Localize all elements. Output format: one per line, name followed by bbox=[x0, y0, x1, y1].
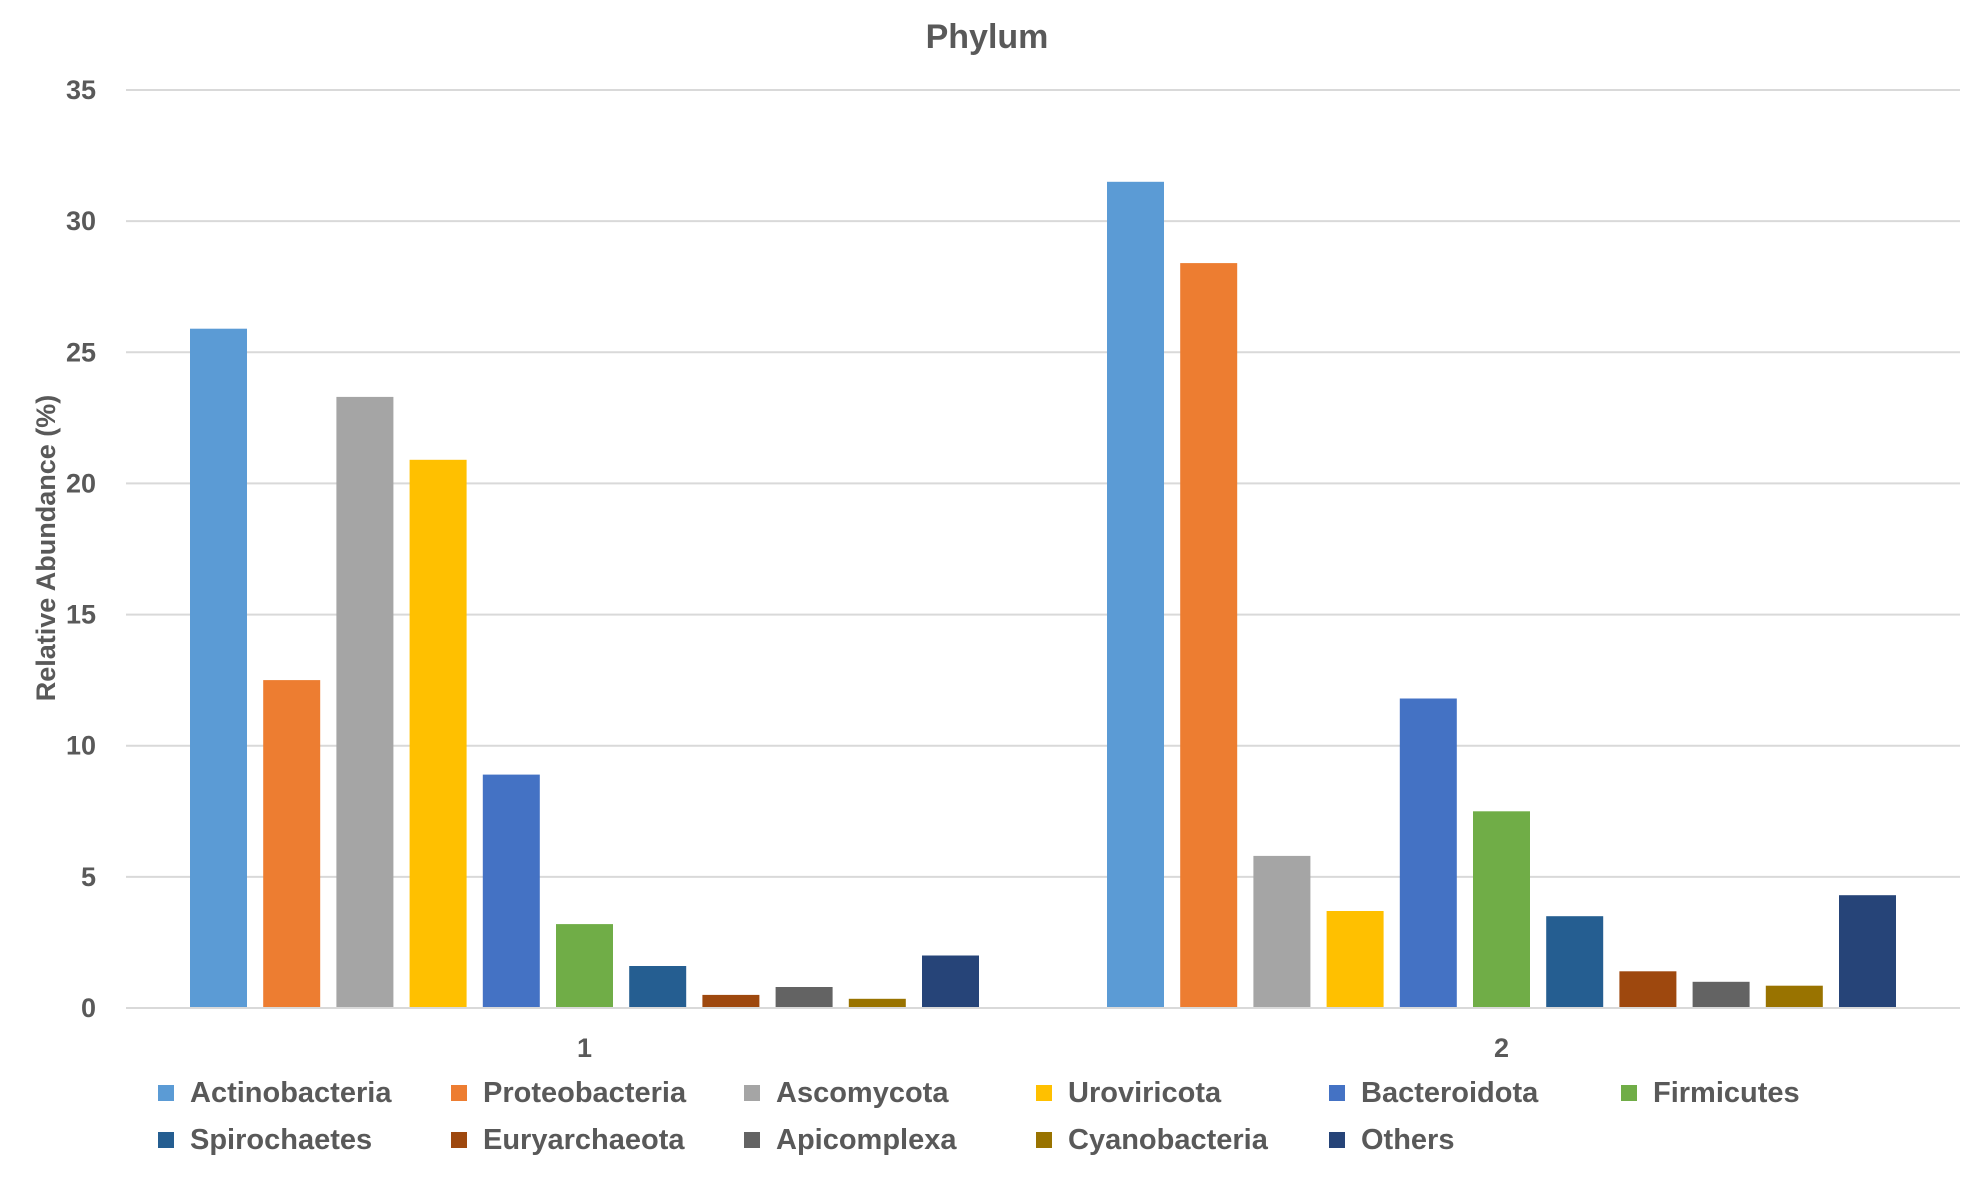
legend-swatch bbox=[1621, 1085, 1637, 1101]
y-tick-label: 20 bbox=[66, 468, 96, 498]
legend-item: Apicomplexa bbox=[744, 1124, 957, 1156]
bar-actinobacteria-cat-2 bbox=[1107, 181, 1164, 1009]
legend-label: Firmicutes bbox=[1653, 1077, 1800, 1109]
legend-item: Bacteroidota bbox=[1329, 1077, 1539, 1109]
bar-apicomplexa-cat-1 bbox=[775, 987, 833, 1008]
legend-swatch bbox=[158, 1132, 174, 1148]
bar-others-cat-2 bbox=[1839, 895, 1896, 1008]
bar-spirochaetes-cat-1 bbox=[629, 966, 687, 1008]
legend-swatch bbox=[1036, 1132, 1052, 1148]
y-tick-label: 35 bbox=[66, 75, 96, 105]
legend-item: Firmicutes bbox=[1621, 1077, 1800, 1109]
bar-firmicutes-cat-2 bbox=[1473, 811, 1530, 1008]
bar-apicomplexa-cat-2 bbox=[1692, 981, 1750, 1008]
y-tick-label: 0 bbox=[81, 993, 96, 1023]
bar-spirochaetes-cat-2 bbox=[1546, 916, 1604, 1008]
y-axis-label: Relative Abundance (%) bbox=[31, 395, 61, 702]
legend-label: Others bbox=[1361, 1124, 1454, 1156]
y-tick-label: 10 bbox=[66, 731, 96, 761]
x-category-label: 2 bbox=[1494, 1033, 1509, 1063]
bar-others-cat-1 bbox=[922, 955, 979, 1008]
bar-cyanobacteria-cat-2 bbox=[1765, 985, 1823, 1008]
gridlines bbox=[126, 89, 1960, 878]
legend-label: Bacteroidota bbox=[1361, 1077, 1539, 1109]
y-tick-label: 25 bbox=[66, 337, 96, 367]
bars bbox=[190, 181, 1896, 1009]
legend-label: Euryarchaeota bbox=[483, 1124, 685, 1156]
bar-uroviricota-cat-1 bbox=[409, 459, 467, 1008]
bar-bacteroidota-cat-2 bbox=[1399, 698, 1457, 1008]
bar-cyanobacteria-cat-1 bbox=[848, 998, 906, 1008]
legend-swatch bbox=[451, 1132, 467, 1148]
legend-item: Cyanobacteria bbox=[1036, 1124, 1269, 1156]
legend-label: Spirochaetes bbox=[190, 1124, 372, 1156]
bar-firmicutes-cat-1 bbox=[556, 924, 613, 1008]
bar-ascomycota-cat-2 bbox=[1253, 855, 1311, 1008]
legend-item: Others bbox=[1329, 1124, 1454, 1156]
bar-actinobacteria-cat-1 bbox=[190, 328, 247, 1008]
legend-label: Uroviricota bbox=[1068, 1077, 1222, 1109]
legend-item: Uroviricota bbox=[1036, 1077, 1222, 1109]
legend-item: Proteobacteria bbox=[451, 1077, 687, 1109]
legend-swatch bbox=[158, 1085, 174, 1101]
legend-label: Ascomycota bbox=[776, 1077, 949, 1109]
legend-item: Ascomycota bbox=[744, 1077, 949, 1109]
bar-uroviricota-cat-2 bbox=[1326, 911, 1384, 1008]
legend-item: Actinobacteria bbox=[158, 1077, 392, 1109]
legend-item: Spirochaetes bbox=[158, 1124, 372, 1156]
bar-ascomycota-cat-1 bbox=[336, 396, 394, 1008]
legend-swatch bbox=[1036, 1085, 1052, 1101]
chart-title: Phylum bbox=[926, 18, 1049, 56]
x-category-label: 1 bbox=[577, 1033, 592, 1063]
bar-euryarchaeota-cat-1 bbox=[702, 994, 760, 1008]
legend-swatch bbox=[451, 1085, 467, 1101]
bar-proteobacteria-cat-1 bbox=[263, 680, 321, 1008]
legend-label: Cyanobacteria bbox=[1068, 1124, 1269, 1156]
legend-swatch bbox=[744, 1085, 760, 1101]
legend-swatch bbox=[1329, 1132, 1345, 1148]
legend-swatch bbox=[1329, 1085, 1345, 1101]
legend-label: Apicomplexa bbox=[776, 1124, 957, 1156]
legend-item: Euryarchaeota bbox=[451, 1124, 685, 1156]
legend-swatch bbox=[744, 1132, 760, 1148]
y-axis-ticks: 0 5 10 15 20 25 30 35 bbox=[66, 75, 96, 1023]
bar-proteobacteria-cat-2 bbox=[1180, 263, 1238, 1009]
legend-label: Actinobacteria bbox=[190, 1077, 392, 1109]
legend: Actinobacteria Proteobacteria Ascomycota Ur… bbox=[158, 1077, 1800, 1156]
y-tick-label: 5 bbox=[81, 862, 96, 892]
legend-label: Proteobacteria bbox=[483, 1077, 687, 1109]
bar-bacteroidota-cat-1 bbox=[482, 774, 540, 1008]
bar-euryarchaeota-cat-2 bbox=[1619, 971, 1677, 1008]
y-tick-label: 15 bbox=[66, 600, 96, 630]
y-tick-label: 30 bbox=[66, 206, 96, 236]
